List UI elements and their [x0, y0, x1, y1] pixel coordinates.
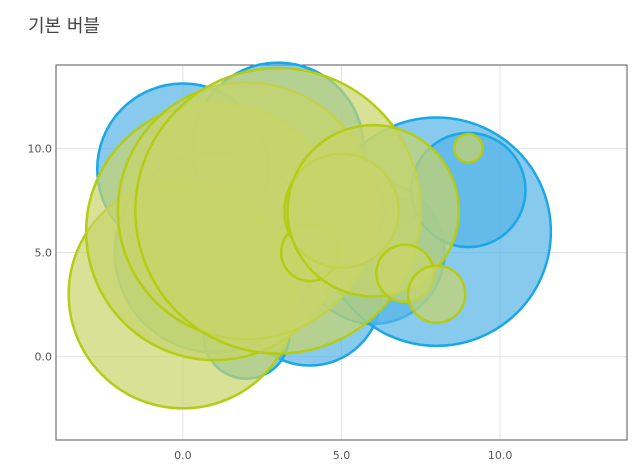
chart-title: 기본 버블 [28, 16, 100, 37]
x-axis-ticks: 0.0 5.0 10.0 [174, 449, 512, 462]
y-tick-label: 10.0 [28, 142, 53, 155]
bubble-layer [67, 61, 553, 410]
y-axis-ticks: 0.0 5.0 10.0 [28, 142, 53, 363]
bubble-series-2-point-8[interactable] [406, 264, 467, 324]
x-tick-label: 0.0 [174, 449, 192, 462]
x-tick-label: 10.0 [488, 449, 513, 462]
y-tick-label: 5.0 [35, 247, 53, 260]
x-tick-label: 5.0 [333, 449, 351, 462]
bubble-series-2-point-9[interactable] [452, 132, 484, 164]
plot-frame [55, 64, 628, 441]
y-tick-label: 0.0 [35, 351, 53, 364]
